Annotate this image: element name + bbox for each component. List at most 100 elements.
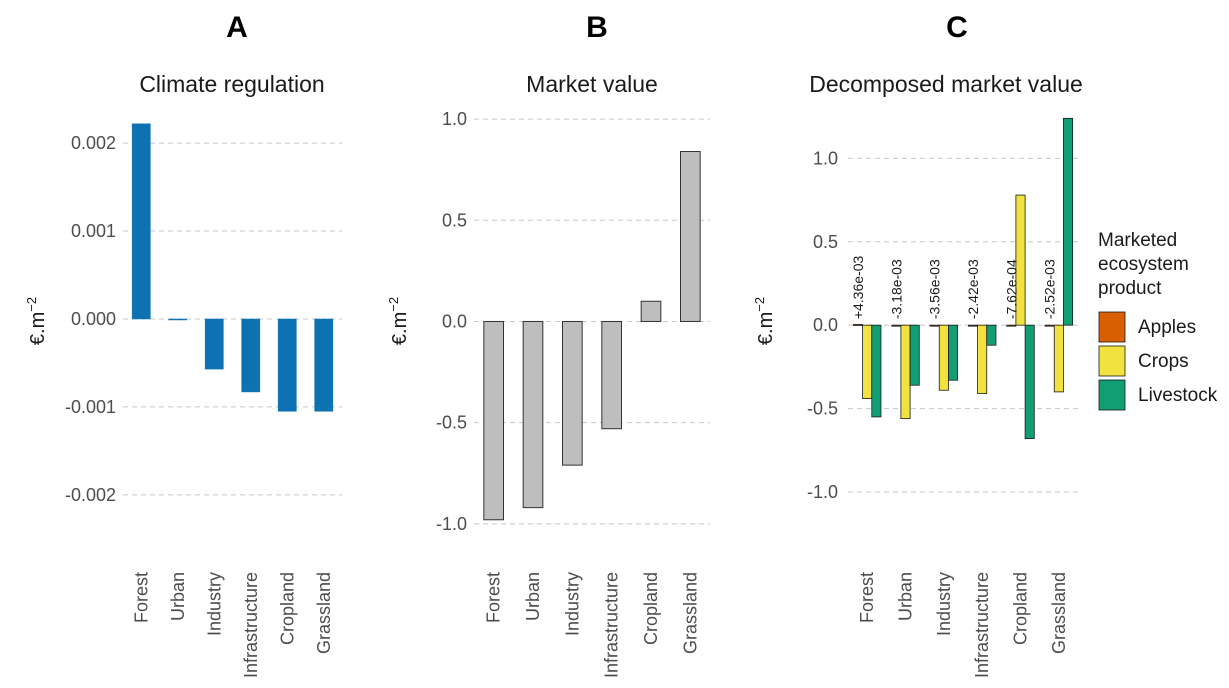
x-tick-forest: Forest bbox=[857, 572, 877, 623]
bar-urban-crops bbox=[900, 324, 911, 419]
y-tick-1-0: 1.0 bbox=[442, 109, 467, 129]
x-tick-urban: Urban bbox=[168, 572, 188, 621]
bar-infrastructure-livestock bbox=[986, 324, 997, 346]
panel-a-y-axis-label: €.m−2 bbox=[24, 297, 49, 345]
legend-label-livestock: Livestock bbox=[1138, 385, 1218, 406]
x-tick-urban: Urban bbox=[896, 572, 916, 621]
panel-c-y-axis-label-base: €.m bbox=[755, 312, 777, 345]
y-tick-1-0: 1.0 bbox=[813, 148, 838, 168]
y-tick-0-0: 0.0 bbox=[442, 311, 467, 331]
y-tick--0-002: -0.002 bbox=[65, 485, 116, 505]
data-label-industry: -3.56e-03 bbox=[927, 259, 943, 319]
y-tick--1-0: -1.0 bbox=[436, 514, 467, 534]
bar-cropland-apples bbox=[1006, 324, 1017, 327]
bar-industry-livestock bbox=[948, 324, 959, 381]
x-tick-cropland: Cropland bbox=[277, 572, 297, 645]
legend-title-line-1: Marketed bbox=[1098, 230, 1177, 251]
x-tick-infrastructure: Infrastructure bbox=[241, 572, 261, 678]
bar-industry bbox=[562, 320, 583, 466]
bar-infrastructure bbox=[601, 320, 622, 430]
panel-a: A Climate regulation 0.002 0.001 0.000 -0.0… bbox=[24, 11, 342, 678]
bar-industry bbox=[204, 318, 224, 370]
panel-c-bars bbox=[852, 117, 1074, 440]
x-tick-industry: Industry bbox=[562, 572, 582, 636]
bar-urban-livestock bbox=[909, 324, 920, 386]
bar-forest bbox=[483, 320, 505, 521]
panel-a-y-axis-label-base: €.m bbox=[27, 312, 49, 345]
x-tick-infrastructure: Infrastructure bbox=[602, 572, 622, 678]
panel-a-bars bbox=[131, 123, 334, 412]
bar-infrastructure bbox=[241, 318, 261, 393]
data-label-grassland: -2.52e-03 bbox=[1042, 259, 1058, 319]
bar-forest-apples bbox=[852, 324, 863, 326]
panel-c-gridlines bbox=[848, 157, 1078, 493]
bar-industry-crops bbox=[938, 324, 949, 391]
y-tick-0-0: 0.0 bbox=[813, 315, 838, 335]
panel-c-x-ticks: Forest Urban Industry Infrastructure Croplan… bbox=[857, 572, 1069, 678]
bar-grassland bbox=[680, 151, 701, 322]
panel-a-letter: A bbox=[226, 11, 248, 44]
bar-cropland bbox=[277, 318, 297, 412]
bar-forest bbox=[131, 123, 151, 320]
x-tick-urban: Urban bbox=[523, 572, 543, 621]
panel-a-gridlines bbox=[123, 142, 342, 496]
bar-grassland-apples bbox=[1044, 324, 1055, 327]
panel-c-y-ticks: 1.0 0.5 0.0 -0.5 -1.0 bbox=[807, 148, 838, 502]
panel-c-y-axis-label-exponent: −2 bbox=[752, 297, 767, 312]
bar-urban bbox=[168, 318, 188, 321]
x-tick-industry: Industry bbox=[204, 572, 224, 636]
panel-a-y-axis-label-exponent: −2 bbox=[24, 297, 39, 312]
bar-cropland-livestock bbox=[1024, 324, 1035, 440]
bar-cropland-crops bbox=[1015, 194, 1026, 326]
panel-b-y-axis-label-base: €.m bbox=[389, 312, 411, 345]
panel-b-gridlines bbox=[474, 118, 710, 525]
legend: Marketed ecosystem product Apples Crops Li… bbox=[1098, 230, 1218, 411]
bar-grassland-crops bbox=[1053, 324, 1064, 393]
legend-swatch-crops bbox=[1098, 345, 1126, 377]
panel-a-y-ticks: 0.002 0.001 0.000 -0.001 -0.002 bbox=[65, 133, 116, 505]
x-tick-cropland: Cropland bbox=[1011, 572, 1031, 645]
y-tick-0-001: 0.001 bbox=[71, 221, 116, 241]
bar-cropland bbox=[640, 300, 662, 322]
x-tick-grassland: Grassland bbox=[314, 572, 334, 654]
legend-label-apples: Apples bbox=[1138, 317, 1196, 338]
x-tick-grassland: Grassland bbox=[1049, 572, 1069, 654]
bar-grassland-livestock bbox=[1063, 117, 1074, 326]
legend-title-line-3: product bbox=[1098, 278, 1162, 299]
y-tick--0-5: -0.5 bbox=[807, 399, 838, 419]
y-tick-0-002: 0.002 bbox=[71, 133, 116, 153]
panel-b-y-axis-label-exponent: −2 bbox=[386, 297, 401, 312]
legend-label-crops: Crops bbox=[1138, 351, 1189, 372]
bar-urban-apples bbox=[891, 324, 902, 327]
bar-forest-crops bbox=[862, 324, 873, 399]
x-tick-infrastructure: Infrastructure bbox=[972, 572, 992, 678]
x-tick-forest: Forest bbox=[131, 572, 151, 623]
bar-grassland bbox=[314, 318, 334, 412]
x-tick-grassland: Grassland bbox=[680, 572, 700, 654]
panel-c: C Decomposed market value 1.0 0.5 0.0 -0.5 -… bbox=[752, 11, 1218, 678]
panel-b-y-ticks: 1.0 0.5 0.0 -0.5 -1.0 bbox=[436, 109, 467, 534]
data-label-urban: -3.18e-03 bbox=[888, 259, 904, 319]
y-tick--0-001: -0.001 bbox=[65, 397, 116, 417]
panel-b-x-ticks: Forest Urban Industry Infrastructure Croplan… bbox=[484, 572, 701, 678]
data-label-cropland: -7.62e-04 bbox=[1003, 259, 1019, 319]
bar-industry-apples bbox=[929, 324, 940, 327]
panel-b-y-axis-label: €.m−2 bbox=[386, 297, 411, 345]
panel-b-bars bbox=[483, 151, 701, 521]
legend-swatch-livestock bbox=[1098, 379, 1126, 411]
y-tick-0-5: 0.5 bbox=[813, 232, 838, 252]
bar-urban bbox=[522, 320, 544, 509]
legend-items: Apples Crops Livestock bbox=[1098, 311, 1218, 411]
bar-infrastructure-crops bbox=[977, 324, 988, 394]
legend-title-line-2: ecosystem bbox=[1098, 254, 1189, 275]
bar-infrastructure-apples bbox=[967, 324, 978, 327]
panel-c-y-axis-label: €.m−2 bbox=[752, 297, 777, 345]
x-tick-industry: Industry bbox=[934, 572, 954, 636]
y-tick--0-5: -0.5 bbox=[436, 413, 467, 433]
y-tick-0-5: 0.5 bbox=[442, 210, 467, 230]
panel-b-letter: B bbox=[586, 11, 608, 44]
x-tick-forest: Forest bbox=[484, 572, 504, 623]
legend-swatch-apples bbox=[1098, 311, 1126, 343]
panel-a-x-ticks: Forest Urban Industry Infrastructure Croplan… bbox=[131, 572, 334, 678]
